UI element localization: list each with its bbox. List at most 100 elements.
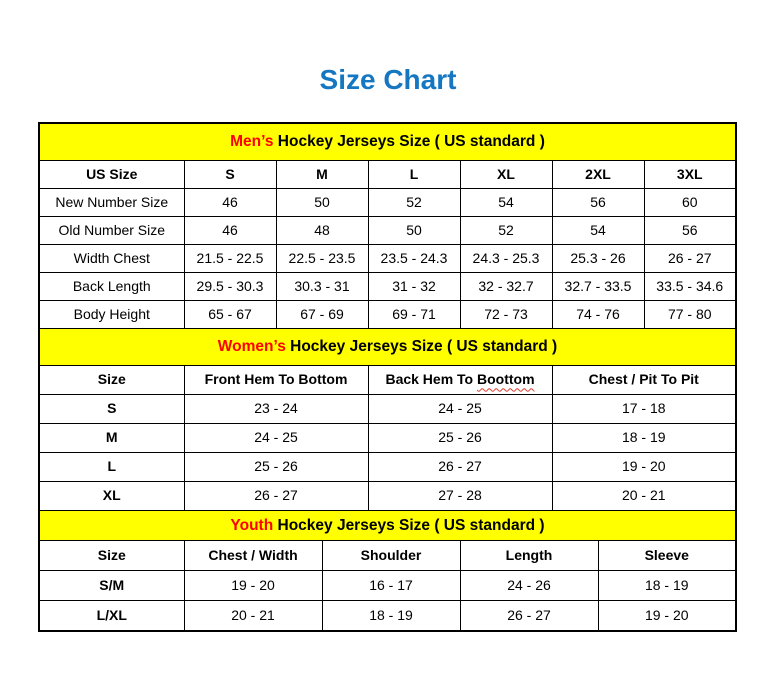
women-col-header-chest: Chest / Pit To Pit (551, 365, 737, 395)
cell-value: 24.3 - 25.3 (459, 244, 553, 273)
men-column-header-row: US Size S M L XL 2XL 3XL (38, 160, 737, 189)
table-row: L/XL 20 - 21 18 - 19 26 - 27 19 - 20 (38, 600, 737, 632)
table-row: Old Number Size 46 48 50 52 54 56 (38, 216, 737, 245)
row-label: L (38, 452, 185, 482)
youth-col-header-size: Size (38, 540, 185, 571)
cell-value: 16 - 17 (321, 570, 461, 601)
youth-section-title-highlight: Youth (230, 516, 274, 534)
row-label: L/XL (38, 600, 185, 632)
youth-section: Youth Hockey Jerseys Size ( US standard … (38, 510, 737, 632)
cell-value: 67 - 69 (275, 300, 369, 329)
cell-value: 52 (459, 216, 553, 245)
women-section-title: Women’s Hockey Jerseys Size ( US standar… (38, 328, 737, 366)
cell-value: 33.5 - 34.6 (643, 272, 737, 301)
men-section-header-row: Men’s Hockey Jerseys Size ( US standard … (38, 122, 737, 161)
cell-value: 26 - 27 (459, 600, 599, 632)
cell-value: 18 - 19 (551, 423, 737, 453)
cell-value: 52 (367, 188, 461, 217)
cell-value: 56 (551, 188, 645, 217)
cell-value: 24 - 25 (367, 394, 553, 424)
cell-value: 60 (643, 188, 737, 217)
cell-value: 74 - 76 (551, 300, 645, 329)
men-col-header-s: S (183, 160, 277, 189)
cell-value: 21.5 - 22.5 (183, 244, 277, 273)
women-col-header-size: Size (38, 365, 185, 395)
men-col-header-m: M (275, 160, 369, 189)
cell-value: 19 - 20 (597, 600, 737, 632)
men-col-header-2xl: 2XL (551, 160, 645, 189)
cell-value: 25.3 - 26 (551, 244, 645, 273)
cell-value: 23.5 - 24.3 (367, 244, 461, 273)
table-row: New Number Size 46 50 52 54 56 60 (38, 188, 737, 217)
cell-value: 18 - 19 (321, 600, 461, 632)
cell-value: 46 (183, 188, 277, 217)
cell-value: 23 - 24 (183, 394, 369, 424)
women-section-header-row: Women’s Hockey Jerseys Size ( US standar… (38, 328, 737, 366)
row-label: Old Number Size (38, 216, 185, 245)
cell-value: 19 - 20 (183, 570, 323, 601)
youth-section-title-rest: Hockey Jerseys Size ( US standard ) (273, 516, 545, 534)
cell-value: 20 - 21 (551, 481, 737, 511)
table-row: XL 26 - 27 27 - 28 20 - 21 (38, 481, 737, 511)
cell-value: 65 - 67 (183, 300, 277, 329)
cell-value: 50 (367, 216, 461, 245)
back-hem-label-prefix: Back Hem To (385, 371, 477, 388)
row-label: M (38, 423, 185, 453)
page-title: Size Chart (319, 64, 457, 95)
row-label: Back Length (38, 272, 185, 301)
cell-value: 24 - 26 (459, 570, 599, 601)
cell-value: 72 - 73 (459, 300, 553, 329)
men-section-title: Men’s Hockey Jerseys Size ( US standard … (38, 122, 737, 161)
men-col-header-l: L (367, 160, 461, 189)
cell-value: 27 - 28 (367, 481, 553, 511)
size-chart-table: Men’s Hockey Jerseys Size ( US standard … (38, 122, 737, 632)
women-column-header-row: Size Front Hem To Bottom Back Hem To Boo… (38, 365, 737, 395)
table-row: S/M 19 - 20 16 - 17 24 - 26 18 - 19 (38, 570, 737, 601)
row-label: Width Chest (38, 244, 185, 273)
men-section: Men’s Hockey Jerseys Size ( US standard … (38, 122, 737, 329)
men-col-header-us-size: US Size (38, 160, 185, 189)
row-label: New Number Size (38, 188, 185, 217)
cell-value: 69 - 71 (367, 300, 461, 329)
cell-value: 26 - 27 (183, 481, 369, 511)
cell-value: 32.7 - 33.5 (551, 272, 645, 301)
row-label: Body Height (38, 300, 185, 329)
cell-value: 54 (551, 216, 645, 245)
cell-value: 18 - 19 (597, 570, 737, 601)
women-section-title-rest: Hockey Jerseys Size ( US standard ) (285, 338, 558, 356)
men-col-header-3xl: 3XL (643, 160, 737, 189)
cell-value: 22.5 - 23.5 (275, 244, 369, 273)
youth-col-header-sleeve: Sleeve (597, 540, 737, 571)
cell-value: 26 - 27 (643, 244, 737, 273)
youth-section-header-row: Youth Hockey Jerseys Size ( US standard … (38, 510, 737, 541)
youth-section-title: Youth Hockey Jerseys Size ( US standard … (38, 510, 737, 541)
cell-value: 54 (459, 188, 553, 217)
women-col-header-back-hem: Back Hem To Boottom (367, 365, 553, 395)
men-section-title-highlight: Men’s (230, 133, 274, 151)
row-label: XL (38, 481, 185, 511)
women-col-header-front-hem: Front Hem To Bottom (183, 365, 369, 395)
table-row: Body Height 65 - 67 67 - 69 69 - 71 72 -… (38, 300, 737, 329)
cell-value: 30.3 - 31 (275, 272, 369, 301)
youth-col-header-length: Length (459, 540, 599, 571)
cell-value: 32 - 32.7 (459, 272, 553, 301)
cell-value: 20 - 21 (183, 600, 323, 632)
youth-column-header-row: Size Chest / Width Shoulder Length Sleev… (38, 540, 737, 571)
men-section-title-rest: Hockey Jerseys Size ( US standard ) (273, 133, 545, 151)
cell-value: 24 - 25 (183, 423, 369, 453)
row-label: S (38, 394, 185, 424)
table-row: L 25 - 26 26 - 27 19 - 20 (38, 452, 737, 482)
cell-value: 19 - 20 (551, 452, 737, 482)
cell-value: 29.5 - 30.3 (183, 272, 277, 301)
table-row: M 24 - 25 25 - 26 18 - 19 (38, 423, 737, 453)
cell-value: 77 - 80 (643, 300, 737, 329)
cell-value: 48 (275, 216, 369, 245)
cell-value: 26 - 27 (367, 452, 553, 482)
youth-col-header-shoulder: Shoulder (321, 540, 461, 571)
cell-value: 56 (643, 216, 737, 245)
cell-value: 25 - 26 (183, 452, 369, 482)
back-hem-label-misspelled: Boottom (477, 371, 535, 388)
cell-value: 31 - 32 (367, 272, 461, 301)
cell-value: 50 (275, 188, 369, 217)
men-col-header-xl: XL (459, 160, 553, 189)
